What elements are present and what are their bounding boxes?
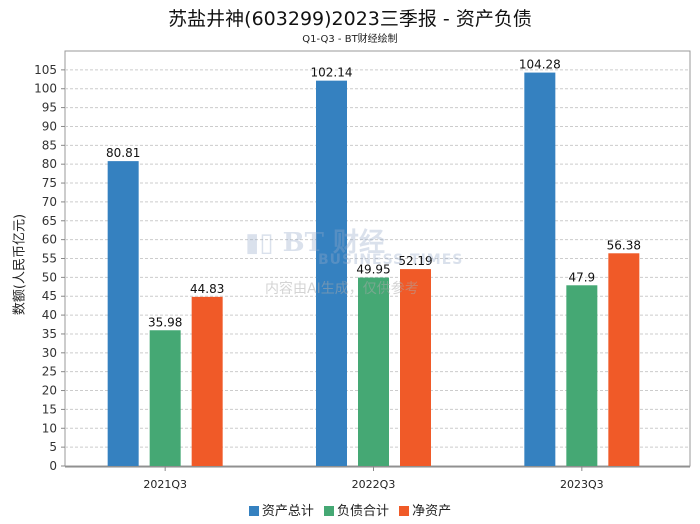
y-tick-label: 30 [42, 346, 57, 360]
y-tick-label: 55 [42, 252, 57, 266]
data-label: 47.9 [568, 270, 595, 284]
data-label: 35.98 [148, 315, 182, 329]
data-label: 102.14 [311, 66, 353, 80]
x-tick-label: 2023Q3 [560, 478, 604, 491]
data-label: 52.19 [398, 254, 432, 268]
y-tick-label: 10 [42, 421, 57, 435]
bar [191, 296, 223, 466]
y-tick-label: 65 [42, 214, 57, 228]
legend-swatch [399, 506, 410, 516]
x-tick-label: 2021Q3 [143, 478, 187, 491]
y-tick-label: 25 [42, 365, 57, 379]
watermark-logo: ▮▯ BT 财经 [245, 228, 386, 258]
bar [400, 269, 431, 466]
watermark-note: 内容由AI生成，仅供参考 [265, 281, 419, 297]
legend-label: 负债合计 [336, 504, 389, 519]
y-tick-label: 0 [49, 459, 57, 473]
data-label: 104.28 [519, 58, 561, 72]
data-label: 44.83 [190, 282, 224, 296]
data-label: 80.81 [106, 146, 140, 160]
x-tick-label: 2022Q3 [352, 478, 396, 491]
y-tick-label: 40 [42, 308, 57, 322]
chart-title: 苏盐井神(603299)2023三季报 - 资产负债 [168, 8, 532, 30]
data-label: 56.38 [607, 238, 641, 252]
bar [107, 161, 139, 466]
bar [358, 277, 389, 466]
y-tick-label: 105 [34, 63, 57, 77]
bar [566, 285, 598, 466]
y-tick-label: 50 [42, 270, 57, 284]
y-tick-label: 95 [42, 101, 57, 115]
bar [149, 330, 181, 466]
y-tick-label: 80 [42, 157, 57, 171]
legend-item: 净资产 [399, 504, 451, 519]
legend-label: 资产总计 [261, 504, 314, 519]
legend: 资产总计 负债合计 净资产 [0, 500, 700, 519]
y-tick-label: 75 [42, 176, 57, 190]
data-label: 49.95 [356, 263, 390, 277]
y-tick-label: 60 [42, 233, 57, 247]
y-tick-label: 45 [42, 289, 57, 303]
y-tick-label: 35 [42, 327, 57, 341]
legend-item: 负债合计 [323, 504, 389, 519]
y-tick-label: 100 [34, 82, 57, 96]
bar [608, 253, 640, 466]
y-tick-label: 70 [42, 195, 57, 209]
chart-subtitle: Q1-Q3 - BT财经绘制 [302, 34, 398, 45]
legend-swatch [248, 506, 259, 516]
y-tick-label: 90 [42, 119, 57, 133]
y-tick-label: 85 [42, 138, 57, 152]
y-tick-label: 15 [42, 402, 57, 416]
bar [524, 72, 556, 466]
watermark-sub: BUSINESS TIMES [318, 252, 464, 268]
y-tick-label: 20 [42, 384, 57, 398]
legend-label: 净资产 [412, 504, 452, 519]
y-tick-label: 5 [49, 440, 57, 454]
legend-swatch [323, 506, 334, 516]
legend-item: 资产总计 [248, 504, 314, 519]
bar [316, 80, 347, 467]
